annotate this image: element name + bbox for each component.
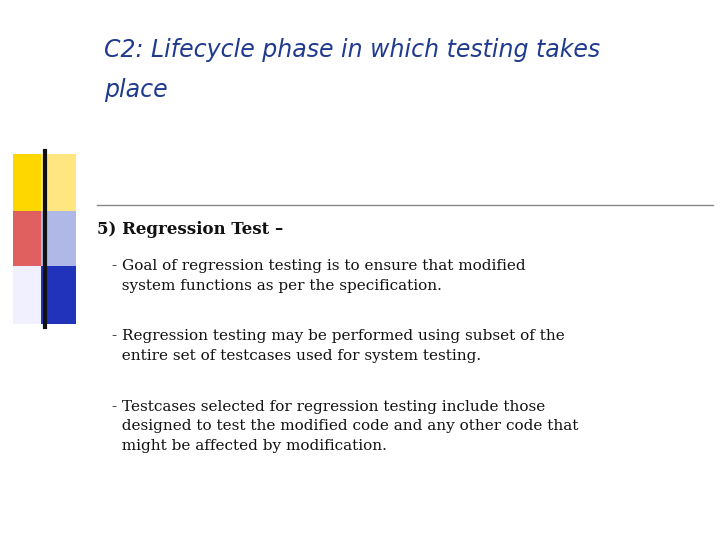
Bar <box>41 266 76 324</box>
Text: - Goal of regression testing is to ensure that modified
  system functions as pe: - Goal of regression testing is to ensur… <box>112 259 525 293</box>
Bar <box>13 266 48 324</box>
Text: - Testcases selected for regression testing include those
  designed to test the: - Testcases selected for regression test… <box>112 400 578 453</box>
Text: 5) Regression Test –: 5) Regression Test – <box>97 221 284 238</box>
Text: - Regression testing may be performed using subset of the
  entire set of testca: - Regression testing may be performed us… <box>112 329 564 363</box>
Text: place: place <box>104 78 168 102</box>
Bar <box>13 211 48 270</box>
Bar <box>41 211 76 270</box>
Bar <box>13 154 48 216</box>
Bar <box>41 154 76 216</box>
Text: C2: Lifecycle phase in which testing takes: C2: Lifecycle phase in which testing tak… <box>104 38 600 62</box>
